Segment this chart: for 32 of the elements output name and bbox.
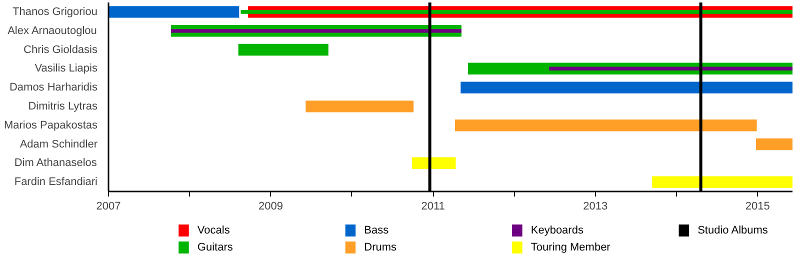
bar [454,119,757,132]
y-tick-label: Dim Athanaselos [14,157,98,170]
bar [412,157,456,170]
bar [170,28,462,33]
legend-label: Bass [364,224,390,236]
x-tick-label: 2007 [96,200,121,212]
bar [238,44,328,56]
y-tick-label: Adam Schindler [20,138,98,150]
y-tick-label: Marios Papakostas [4,119,98,132]
x-tick-label: 2011 [421,200,445,212]
legend-label: Touring Member [530,242,611,254]
bar [549,66,792,71]
y-tick-label: Fardin Esfandiari [14,176,98,188]
legend-label: Keyboards [530,224,584,236]
y-tick-label: Thanos Grigoriou [12,6,98,18]
y-tick-label: Alex Arnaoutoglou [8,24,97,37]
x-tick-label: 2015 [745,200,770,212]
bar [652,176,792,188]
legend-label: Vocals [197,224,230,236]
y-tick-label: Chris Gioldasis [24,44,98,56]
bar [108,6,240,18]
legend-label: Studio Albums [698,224,768,236]
x-tick-label: 2013 [583,200,608,212]
y-tick-label: Dimitris Lytras [28,100,98,112]
legend-label: Drums [364,242,398,254]
y-tick-label: Vasilis Liapis [34,62,98,75]
y-tick-label: Damos Harharidis [9,82,98,94]
bar [306,100,414,112]
bar [460,82,792,94]
bar [756,138,792,150]
legend-label: Guitars [197,242,234,254]
x-tick-label: 2009 [258,200,284,212]
